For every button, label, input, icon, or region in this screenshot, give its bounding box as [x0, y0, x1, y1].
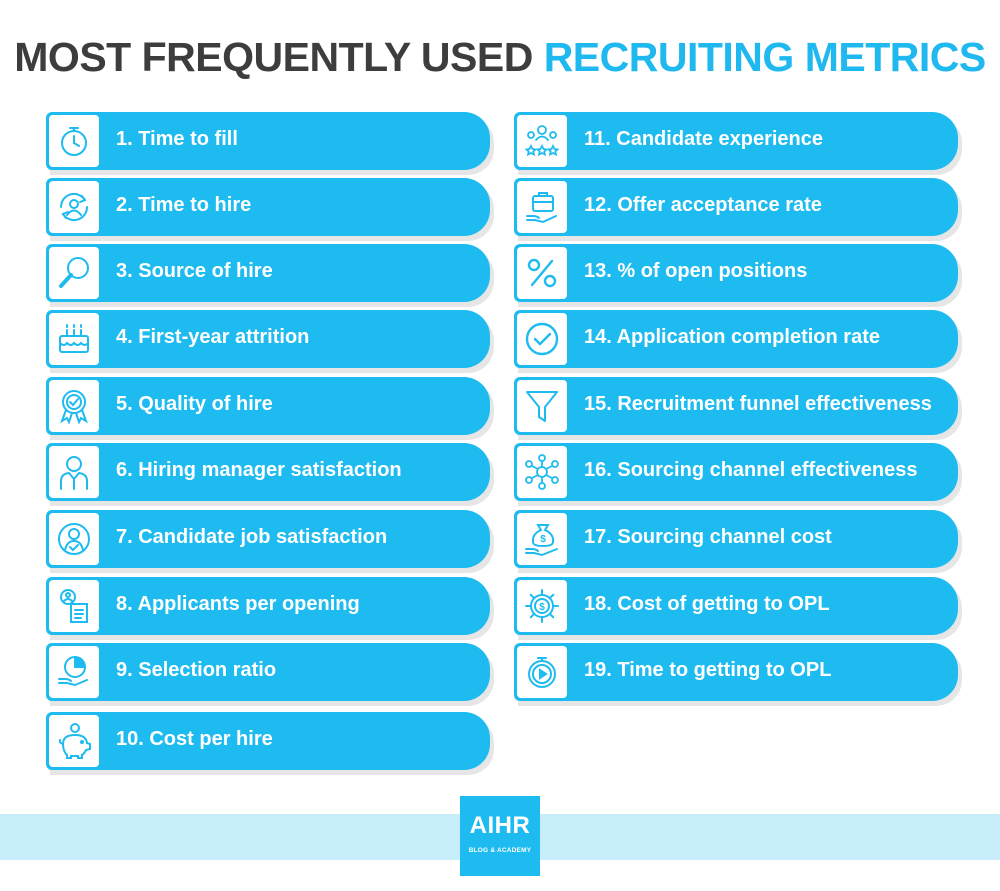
metric-item-8: 8. Applicants per opening	[46, 577, 494, 640]
stopwatch-icon	[49, 115, 99, 167]
briefcase-hand-icon	[517, 181, 567, 233]
metric-label: 9. Selection ratio	[116, 659, 277, 681]
metric-label: 14. Application completion rate	[584, 326, 880, 348]
metric-label: 5. Quality of hire	[116, 393, 273, 415]
logo-text: AIHR	[469, 812, 531, 839]
people-stars-icon	[517, 115, 567, 167]
money-bag-hand-icon: $	[517, 513, 567, 565]
svg-text:$: $	[539, 602, 545, 613]
percent-icon	[517, 247, 567, 299]
piggy-bank-icon	[49, 715, 99, 767]
metric-item-7: 7. Candidate job satisfaction	[46, 510, 494, 573]
metric-label: 12. Offer acceptance rate	[584, 194, 822, 216]
metric-item-1: 1. Time to fill	[46, 112, 494, 175]
metric-label: 19. Time to getting to OPL	[584, 659, 832, 681]
magnifier-icon	[49, 247, 99, 299]
metric-label: 16. Sourcing channel effectiveness	[584, 459, 918, 481]
metric-item-14: 14. Application completion rate	[514, 310, 962, 373]
metric-item-16: 16. Sourcing channel effectiveness	[514, 443, 962, 506]
logo-subtext: BLOG & ACADEMY	[468, 847, 532, 854]
aihr-logo: AIHR BLOG & ACADEMY	[460, 796, 540, 876]
birthday-cake-icon	[49, 313, 99, 365]
award-badge-icon	[49, 380, 99, 432]
page-title: MOST FREQUENTLY USED RECRUITING METRICS	[0, 34, 1000, 81]
network-hub-icon	[517, 446, 567, 498]
metric-item-2: 2. Time to hire	[46, 178, 494, 241]
metric-label: 11. Candidate experience	[584, 128, 824, 150]
metric-item-12: 12. Offer acceptance rate	[514, 178, 962, 241]
metric-item-19: 19. Time to getting to OPL	[514, 643, 962, 706]
metric-label: 17. Sourcing channel cost	[584, 526, 832, 548]
metric-item-9: 9. Selection ratio	[46, 643, 494, 706]
metric-item-17: $ 17. Sourcing channel cost	[514, 510, 962, 573]
metric-item-10: 10. Cost per hire	[46, 712, 494, 775]
metric-label: 4. First-year attrition	[116, 326, 310, 348]
title-blue-part: RECRUITING METRICS	[543, 34, 987, 80]
metric-item-13: 13. % of open positions	[514, 244, 962, 307]
metric-item-3: 3. Source of hire	[46, 244, 494, 307]
metric-label: 18. Cost of getting to OPL	[584, 593, 830, 615]
check-circle-icon	[517, 313, 567, 365]
metric-item-15: 15. Recruitment funnel effectiveness	[514, 377, 962, 440]
metric-label: 7. Candidate job satisfaction	[116, 526, 388, 548]
metric-item-5: 5. Quality of hire	[46, 377, 494, 440]
metric-label: 2. Time to hire	[116, 194, 252, 216]
applicant-document-icon	[49, 580, 99, 632]
metric-label: 8. Applicants per opening	[116, 593, 360, 615]
metric-item-18: $ 18. Cost of getting to OPL	[514, 577, 962, 640]
metric-item-11: 11. Candidate experience	[514, 112, 962, 175]
metric-label: 13. % of open positions	[584, 260, 808, 282]
dollar-gear-icon: $	[517, 580, 567, 632]
person-cycle-icon	[49, 181, 99, 233]
metric-item-6: 6. Hiring manager satisfaction	[46, 443, 494, 506]
metric-label: 1. Time to fill	[116, 128, 238, 150]
manager-icon	[49, 446, 99, 498]
title-dark-part: MOST FREQUENTLY USED	[14, 34, 533, 80]
metric-label: 3. Source of hire	[116, 260, 273, 282]
stopwatch-play-icon	[517, 646, 567, 698]
metric-label: 6. Hiring manager satisfaction	[116, 459, 402, 481]
funnel-icon	[517, 380, 567, 432]
svg-text:$: $	[540, 534, 546, 545]
metric-item-4: 4. First-year attrition	[46, 310, 494, 373]
pie-chart-hand-icon	[49, 646, 99, 698]
user-check-icon	[49, 513, 99, 565]
metric-label: 15. Recruitment funnel effectiveness	[584, 393, 932, 415]
metric-label: 10. Cost per hire	[116, 728, 273, 750]
